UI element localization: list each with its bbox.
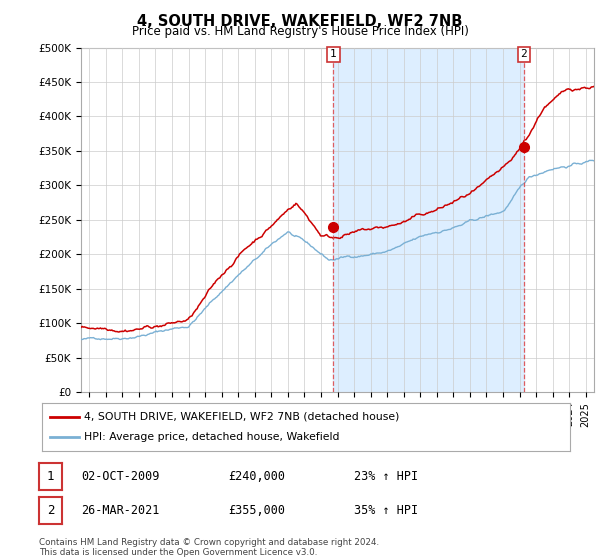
Text: 4, SOUTH DRIVE, WAKEFIELD, WF2 7NB (detached house): 4, SOUTH DRIVE, WAKEFIELD, WF2 7NB (deta… <box>84 412 400 422</box>
Bar <box>334 48 524 392</box>
Text: 35% ↑ HPI: 35% ↑ HPI <box>354 503 418 517</box>
Text: 2: 2 <box>520 49 527 59</box>
Text: Contains HM Land Registry data © Crown copyright and database right 2024.
This d: Contains HM Land Registry data © Crown c… <box>39 538 379 557</box>
Text: 02-OCT-2009: 02-OCT-2009 <box>81 470 160 483</box>
Text: HPI: Average price, detached house, Wakefield: HPI: Average price, detached house, Wake… <box>84 432 340 442</box>
Text: 1: 1 <box>47 470 54 483</box>
Text: 23% ↑ HPI: 23% ↑ HPI <box>354 470 418 483</box>
Text: 1: 1 <box>330 49 337 59</box>
Text: £355,000: £355,000 <box>228 503 285 517</box>
Text: 2: 2 <box>47 503 54 517</box>
Text: 4, SOUTH DRIVE, WAKEFIELD, WF2 7NB: 4, SOUTH DRIVE, WAKEFIELD, WF2 7NB <box>137 14 463 29</box>
Text: Price paid vs. HM Land Registry's House Price Index (HPI): Price paid vs. HM Land Registry's House … <box>131 25 469 38</box>
Text: £240,000: £240,000 <box>228 470 285 483</box>
Text: 26-MAR-2021: 26-MAR-2021 <box>81 503 160 517</box>
